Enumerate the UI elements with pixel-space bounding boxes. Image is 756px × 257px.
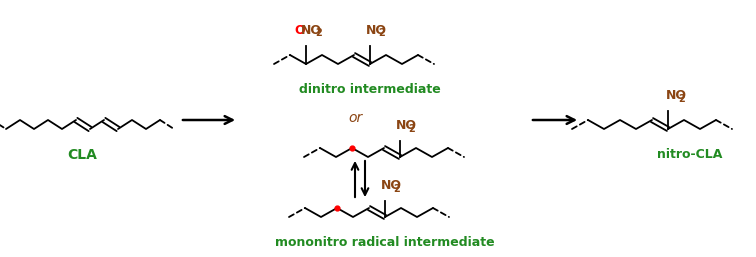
Text: 2: 2 xyxy=(678,94,685,104)
Text: or: or xyxy=(348,111,362,125)
Text: O: O xyxy=(294,24,305,37)
Text: dinitro intermediate: dinitro intermediate xyxy=(299,83,441,96)
Text: mononitro radical intermediate: mononitro radical intermediate xyxy=(275,236,495,249)
Text: 2: 2 xyxy=(378,29,385,39)
Text: NO: NO xyxy=(666,89,687,102)
Text: NO: NO xyxy=(366,24,387,37)
Text: nitro-CLA: nitro-CLA xyxy=(657,148,723,161)
Text: 2: 2 xyxy=(408,124,414,133)
Text: NO: NO xyxy=(396,119,417,132)
Text: 2: 2 xyxy=(315,29,322,39)
Text: NO: NO xyxy=(301,24,322,37)
Text: 2: 2 xyxy=(393,183,400,194)
Text: NO: NO xyxy=(381,179,402,192)
Text: CLA: CLA xyxy=(67,148,97,162)
